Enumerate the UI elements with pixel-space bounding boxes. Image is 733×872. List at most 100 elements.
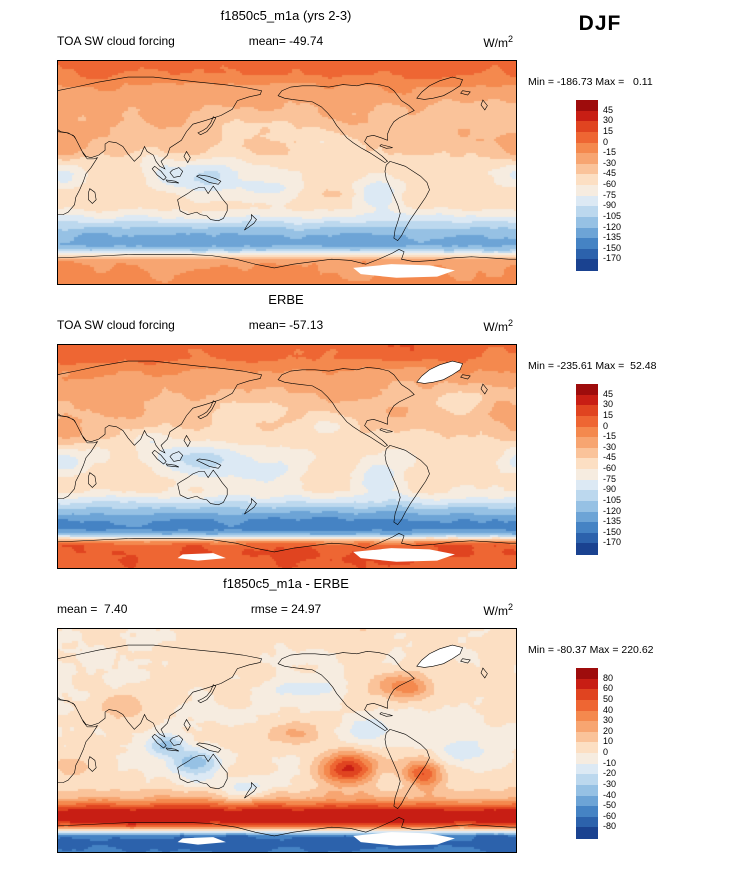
- coastline-overlay: [58, 61, 516, 284]
- map-plot-model: [57, 60, 517, 285]
- colorbar-tick-label: 10: [603, 736, 614, 747]
- colorbar-cell: [576, 248, 598, 260]
- colorbar-cell: [576, 795, 598, 807]
- colorbar-cell: [576, 142, 598, 154]
- colorbar-tick-label: 50: [603, 693, 614, 704]
- colorbar-tick-label: -30: [603, 778, 617, 789]
- colorbar-cell: [576, 710, 598, 722]
- map-canvas: [58, 345, 516, 568]
- colorbar-cell: [576, 100, 598, 112]
- colorbar-cell: [576, 500, 598, 512]
- colorbar-cell: [576, 227, 598, 239]
- season-label: DJF: [578, 12, 622, 35]
- minmax-label: Min = -186.73 Max = 0.11: [528, 76, 653, 88]
- colorbar-cell: [576, 543, 598, 555]
- stats-row: TOA SW cloud forcing mean= -49.74 W/m2: [57, 34, 515, 50]
- units-base: W/m: [483, 320, 508, 334]
- colorbar-cell: [576, 131, 598, 143]
- variable-label: TOA SW cloud forcing: [57, 318, 175, 332]
- minmax-label: Min = -235.61 Max = 52.48: [528, 360, 657, 372]
- colorbar-tick-label: 20: [603, 725, 614, 736]
- colorbar-tick-label: -135: [603, 232, 622, 243]
- colorbar-cell: [576, 668, 598, 680]
- colorbar-tick-label: 45: [603, 388, 614, 399]
- colorbar-cell: [576, 774, 598, 786]
- colorbar: 80 60 50 40 30 20 10 0 -10 -20 -30 -40 -50 -60 -80: [576, 668, 616, 839]
- units-label: W/m2: [483, 602, 513, 618]
- colorbar-cell: [576, 827, 598, 839]
- colorbar: 45 30 15 0 -15 -30 -45 -60 -75 -90 -105 -120 -135 -15…: [576, 100, 621, 271]
- colorbar-cell: [576, 447, 598, 459]
- units-label: W/m2: [483, 318, 513, 334]
- coastline-path: [58, 77, 516, 284]
- colorbar-cell: [576, 678, 598, 690]
- colorbar-tick-label: -80: [603, 821, 617, 832]
- colorbar-cell: [576, 394, 598, 406]
- colorbar-tick-label: -30: [603, 441, 617, 452]
- colorbar-cell: [576, 699, 598, 711]
- colorbar-cell: [576, 437, 598, 449]
- units-exponent: 2: [507, 602, 513, 612]
- colorbar-cell: [576, 469, 598, 481]
- colorbar-tick-label: -150: [603, 526, 622, 537]
- colorbar-tick-label: -45: [603, 452, 617, 463]
- colorbar-tick-label: -15: [603, 147, 617, 158]
- units-base: W/m: [483, 36, 508, 50]
- colorbar-cell: [576, 153, 598, 165]
- colorbar-cell: [576, 121, 598, 133]
- colorbar-tick-label: -120: [603, 505, 622, 516]
- panel-title: f1850c5_m1a (yrs 2-3): [220, 8, 352, 23]
- colorbar-cell: [576, 742, 598, 754]
- colorbar-cell: [576, 731, 598, 743]
- colorbar-cell: [576, 806, 598, 818]
- colorbar-cell: [576, 174, 598, 186]
- colorbar-tick-label: -60: [603, 179, 617, 190]
- colorbar-tick-label: -90: [603, 484, 617, 495]
- colorbar-cell: [576, 110, 598, 122]
- units-exponent: 2: [507, 318, 513, 328]
- colorbar-cell: [576, 163, 598, 175]
- colorbar-cell: [576, 816, 598, 828]
- ice-mask: [353, 264, 455, 278]
- colorbar-tick-label: 30: [603, 399, 614, 410]
- units-base: W/m: [483, 604, 508, 618]
- colorbar-tick-label: 0: [603, 420, 609, 431]
- map-canvas: [58, 629, 516, 852]
- colorbar-tick-label: 0: [603, 747, 609, 758]
- units-label: W/m2: [483, 34, 513, 50]
- colorbar-cell: [576, 479, 598, 491]
- colorbar-tick-label: -20: [603, 768, 617, 779]
- colorbar-tick-label: 30: [603, 115, 614, 126]
- colorbar-tick-label: -75: [603, 473, 617, 484]
- colorbar-tick-label: -90: [603, 200, 617, 211]
- ice-mask: [177, 361, 463, 562]
- stats-row: TOA SW cloud forcing mean= -57.13 W/m2: [57, 318, 515, 334]
- model-panel: f1850c5_m1a (yrs 2-3) TOA SW cloud forci…: [0, 4, 733, 294]
- legend-column: Min = -235.61 Max = 52.48 45 30 15 0 -15 -30-…: [528, 288, 733, 578]
- panel-title: ERBE: [268, 292, 304, 307]
- colorbar: 45 30 15 0 -15 -30 -45 -60 -75 -90 -105 -120 -135 -15…: [576, 384, 621, 555]
- colorbar-tick-label: -40: [603, 789, 617, 800]
- colorbar-tick-label: -105: [603, 210, 622, 221]
- coastline-overlay: [58, 629, 516, 846]
- colorbar-cell: [576, 532, 598, 544]
- diff-panel: f1850c5_m1a - ERBE mean = 7.40 rmse = 24…: [0, 572, 733, 862]
- colorbar-cell: [576, 216, 598, 228]
- colorbar-cell: [576, 384, 598, 396]
- mean-label: mean = 7.40: [57, 602, 128, 616]
- colorbar-cell: [576, 206, 598, 218]
- colorbar-cell: [576, 259, 598, 271]
- colorbar-tick-label: -135: [603, 516, 622, 527]
- colorbar-tick-label: -120: [603, 221, 622, 232]
- colorbar-tick-label: -170: [603, 537, 622, 548]
- variable-label: TOA SW cloud forcing: [57, 34, 175, 48]
- colorbar-cell: [576, 405, 598, 417]
- map-plot-obs: [57, 344, 517, 569]
- colorbar-cell: [576, 721, 598, 733]
- colorbar-cell: [576, 763, 598, 775]
- coastline-path: [58, 361, 516, 568]
- colorbar-tick-label: 40: [603, 704, 614, 715]
- colorbar-tick-label: -15: [603, 431, 617, 442]
- obs-panel: ERBE TOA SW cloud forcing mean= -57.13 W…: [0, 288, 733, 578]
- colorbar-cell: [576, 753, 598, 765]
